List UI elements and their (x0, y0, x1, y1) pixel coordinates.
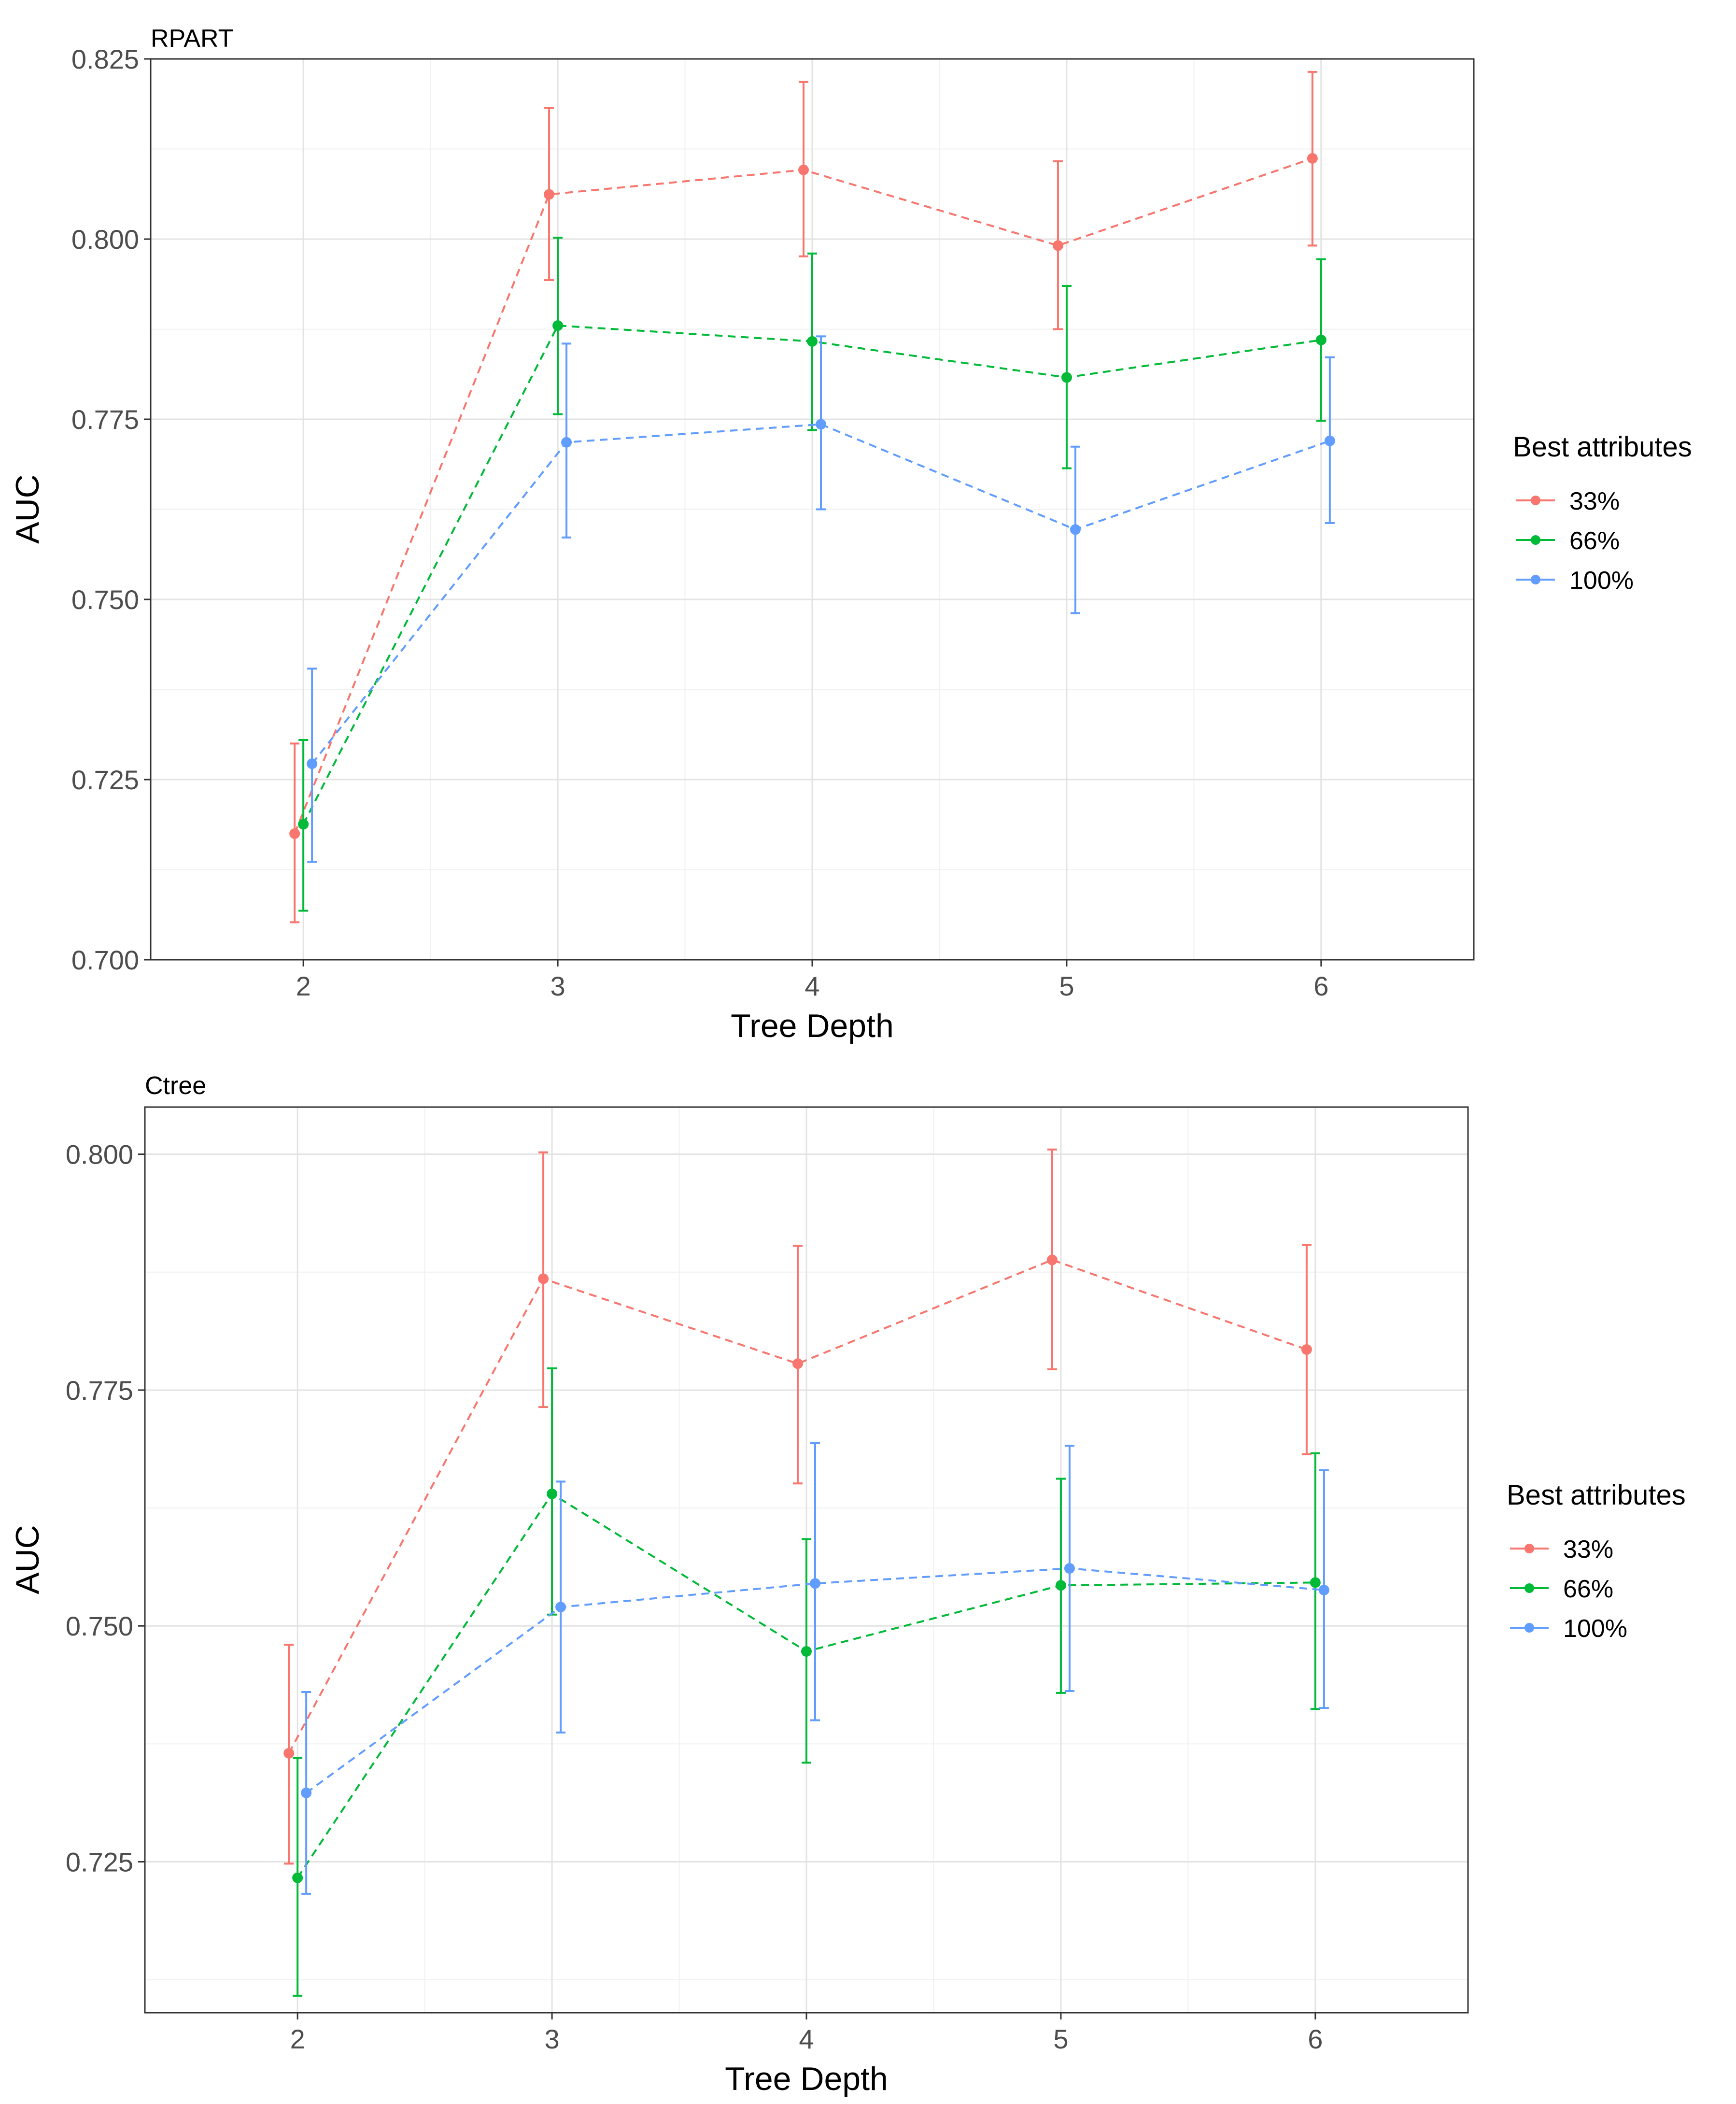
legend: Best attributes 33% 66% 100% (1507, 1479, 1686, 1643)
series-100-pct (301, 1442, 1329, 1895)
data-point (1064, 1563, 1075, 1574)
data-point (798, 164, 809, 175)
legend-key-dot (1524, 1623, 1534, 1633)
data-point (1324, 435, 1335, 446)
data-point (1070, 524, 1081, 535)
data-point (792, 1358, 803, 1369)
data-point (801, 1646, 812, 1657)
y-tick-label: 0.775 (66, 1375, 133, 1406)
data-point (547, 1488, 558, 1499)
data-point (1318, 1585, 1329, 1595)
y-tick-label: 0.750 (71, 584, 139, 615)
data-point (1055, 1580, 1066, 1591)
data-point (544, 189, 555, 200)
data-point (538, 1273, 549, 1284)
data-point (816, 419, 826, 430)
legend-item-33: 33% (1510, 1535, 1613, 1564)
legend-title: Best attributes (1507, 1479, 1686, 1511)
data-point (1046, 1254, 1058, 1265)
legend-key-dot (1531, 535, 1540, 545)
data-point (810, 1578, 820, 1589)
y-tick-label: 0.750 (66, 1611, 133, 1641)
y-tick-label: 0.700 (71, 945, 139, 975)
legend-key-dot (1531, 496, 1540, 505)
data-point (552, 320, 564, 331)
x-tick-label: 2 (296, 971, 311, 1001)
legend-item-33: 33% (1516, 487, 1620, 515)
x-tick-label: 6 (1308, 2024, 1323, 2054)
legend-item-66: 66% (1516, 527, 1620, 555)
data-point (289, 828, 300, 839)
data-point (298, 819, 309, 830)
y-tick-label: 0.725 (71, 765, 139, 795)
data-point (1307, 153, 1318, 164)
data-point (1301, 1344, 1312, 1355)
legend-item-100: 100% (1516, 567, 1634, 595)
legend-label-66: 66% (1563, 1575, 1613, 1603)
series-100-pct (307, 335, 1335, 863)
y-tick-label: 0.800 (66, 1139, 133, 1170)
legend-key-dot (1524, 1583, 1534, 1593)
x-tick-label: 4 (799, 2024, 814, 2054)
legend-key-dot (1531, 575, 1540, 584)
legend-label-33: 33% (1563, 1535, 1613, 1564)
rpart-chart: RPART 0.700 0.725 0.750 0.775 0.800 0.825 2 3 4… (9, 25, 1692, 1044)
series-line (305, 1567, 1325, 1794)
x-tick-label: 3 (550, 971, 565, 1001)
legend: Best attributes 33% 66% 100% (1513, 431, 1692, 595)
y-tick-label: 0.800 (71, 224, 139, 255)
data-point (555, 1602, 566, 1613)
legend-label-66: 66% (1569, 527, 1620, 555)
x-tick-label: 5 (1059, 971, 1074, 1001)
data-point (1061, 372, 1072, 383)
series-line (288, 1259, 1307, 1754)
chart-title: RPART (151, 25, 233, 53)
legend-label-33: 33% (1569, 487, 1620, 515)
x-tick-label: 5 (1053, 2024, 1068, 2054)
chart-title: Ctree (145, 1072, 206, 1100)
x-axis-label: Tree Depth (731, 1008, 894, 1044)
data-point (301, 1787, 312, 1798)
x-tick-label: 3 (544, 2024, 559, 2054)
data-point (283, 1748, 295, 1759)
data-point (1310, 1577, 1321, 1588)
legend-label-100: 100% (1569, 567, 1634, 595)
data-point (807, 336, 818, 347)
y-tick-label: 0.825 (71, 44, 139, 74)
y-axis-label: AUC (9, 474, 46, 544)
y-axis-label: AUC (9, 1525, 46, 1594)
legend-item-66: 66% (1510, 1575, 1613, 1603)
x-axis-label: Tree Depth (725, 2061, 888, 2097)
ctree-chart: Ctree 0.725 0.750 0.775 0.800 2 3 4 5 6 Tree De… (9, 1072, 1686, 2097)
data-point (1052, 240, 1063, 251)
x-tick-label: 4 (804, 971, 819, 1001)
series-66-pct (292, 1367, 1321, 1997)
x-tick-label: 2 (290, 2024, 305, 2054)
data-point (307, 758, 318, 769)
data-point (1315, 334, 1327, 345)
data-point (292, 1872, 303, 1883)
legend-key-dot (1524, 1544, 1534, 1553)
data-point (561, 437, 572, 448)
legend-label-100: 100% (1563, 1615, 1627, 1643)
series-33-pct (289, 71, 1318, 924)
legend-title: Best attributes (1513, 431, 1692, 463)
y-tick-label: 0.775 (71, 404, 139, 435)
legend-item-100: 100% (1510, 1615, 1627, 1643)
series-66-pct (298, 237, 1327, 912)
x-tick-label: 6 (1313, 971, 1328, 1001)
series-33-pct (283, 1148, 1312, 1865)
y-tick-label: 0.725 (66, 1847, 133, 1877)
